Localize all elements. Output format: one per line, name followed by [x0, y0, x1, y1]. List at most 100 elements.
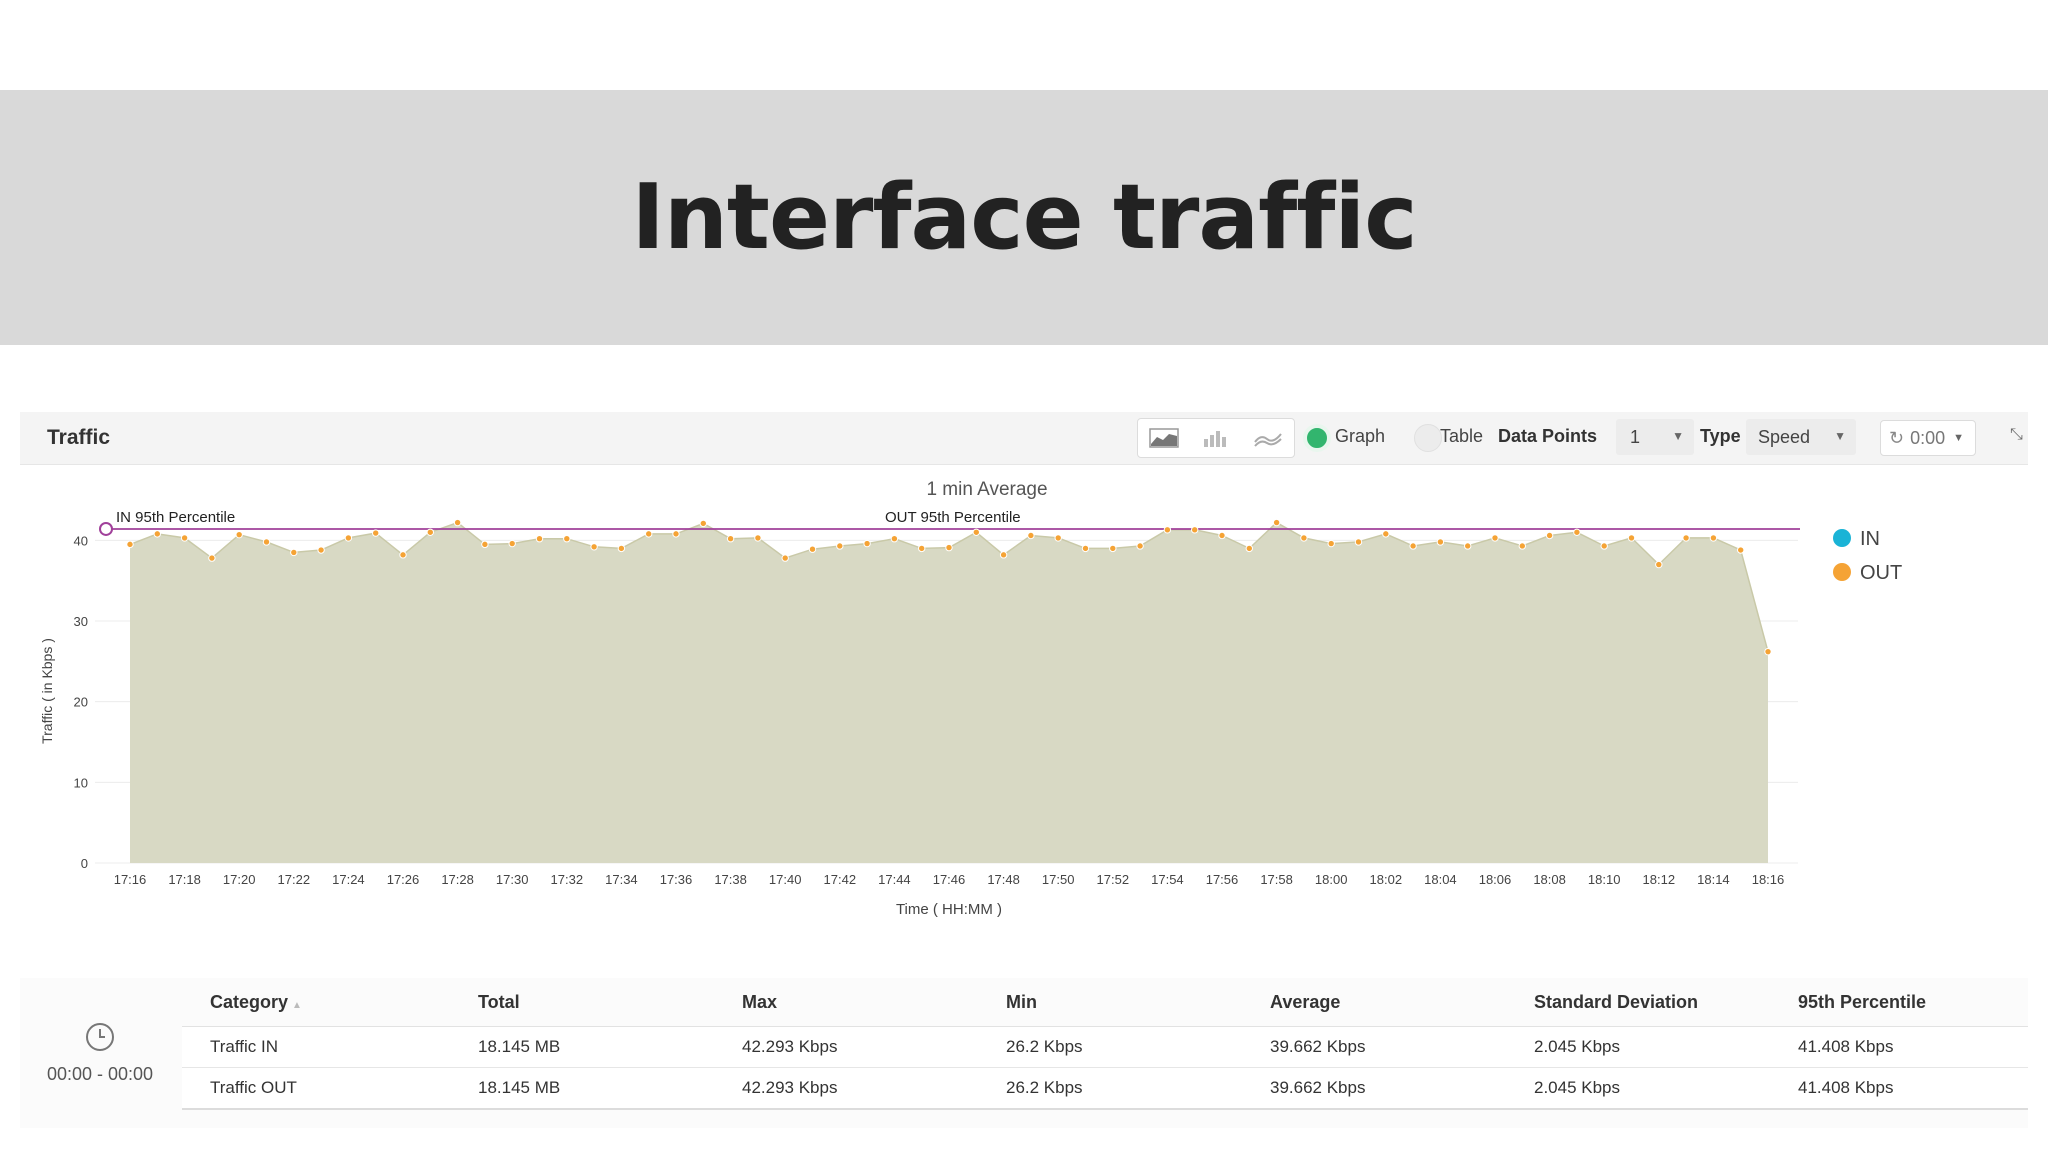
panel-title: Traffic [47, 426, 111, 449]
data-point [645, 530, 653, 538]
type-select[interactable]: Speed ▼ [1746, 419, 1856, 455]
y-tick-label: 20 [74, 695, 88, 710]
chart-title: 1 min Average [926, 479, 1047, 500]
cell-total: 18.145 MB [450, 1026, 714, 1068]
data-point [836, 542, 844, 550]
data-point [672, 530, 680, 538]
x-axis-label: Time ( HH:MM ) [896, 901, 1002, 918]
x-tick-label: 17:44 [878, 872, 911, 887]
x-tick-label: 17:34 [605, 872, 638, 887]
x-tick-label: 18:10 [1588, 872, 1621, 887]
x-tick-label: 18:14 [1697, 872, 1730, 887]
x-tick-label: 17:48 [987, 872, 1020, 887]
cell-average: 39.662 Kbps [1242, 1026, 1506, 1068]
x-tick-label: 17:40 [769, 872, 802, 887]
cell-average: 39.662 Kbps [1242, 1067, 1506, 1110]
data-points [126, 518, 1772, 656]
data-point [290, 548, 298, 557]
page-title: Interface traffic [631, 165, 1417, 270]
x-tick-label: 17:46 [933, 872, 966, 887]
type-label: Type [1700, 426, 1741, 446]
data-point [1709, 534, 1718, 542]
expand-icon[interactable]: ⤡ [2010, 426, 2023, 443]
x-tick-label: 17:24 [332, 872, 365, 887]
bar-chart-icon[interactable] [1201, 427, 1231, 449]
data-point [1109, 544, 1117, 553]
data-point [1054, 534, 1062, 542]
data-point [262, 538, 271, 546]
data-point [126, 540, 134, 549]
data-point [999, 551, 1008, 559]
table-header-row: Category ▲ Total Max Min Average Standard… [182, 978, 2028, 1027]
reference-lines: IN 95th Percentile OUT 95th Percentile [99, 509, 1800, 536]
data-point [1573, 528, 1581, 536]
chart-svg: IN 95th Percentile OUT 95th Percentile 0 1… [39, 479, 1902, 918]
data-point [1354, 538, 1363, 546]
data-point [563, 535, 571, 543]
sort-icon[interactable]: ▲ [292, 999, 302, 1011]
table-row: Traffic OUT 18.145 MB 42.293 Kbps 26.2 K… [182, 1067, 2028, 1110]
data-point [1300, 534, 1308, 542]
data-point [180, 534, 189, 542]
chevron-down-icon: ▼ [1672, 429, 1684, 443]
refresh-select[interactable]: ↻ 0:00 ▼ [1880, 420, 1976, 456]
cell-95th: 41.408 Kbps [1770, 1026, 2028, 1068]
chevron-down-icon: ▼ [1834, 429, 1846, 443]
x-tick-label: 17:26 [387, 872, 420, 887]
refresh-icon: ↻ [1889, 427, 1905, 448]
data-point [808, 545, 817, 553]
data-point [1600, 542, 1608, 550]
x-tick-label: 17:28 [441, 872, 474, 887]
x-tick-label: 17:56 [1206, 872, 1239, 887]
y-axis-label: Traffic ( in Kbps ) [39, 638, 55, 744]
table-radio[interactable] [1414, 424, 1442, 452]
data-point [317, 546, 325, 554]
data-points-select[interactable]: 1 ▼ [1616, 419, 1694, 455]
x-tick-label: 17:16 [114, 872, 147, 887]
legend: IN OUT [1833, 528, 1902, 584]
data-point [890, 535, 899, 543]
data-point [1245, 544, 1254, 553]
data-point [1027, 531, 1035, 540]
x-tick-label: 17:20 [223, 872, 256, 887]
col-max: Max [714, 978, 978, 1027]
y-tick-label: 10 [74, 775, 88, 790]
data-point [1464, 542, 1472, 550]
table-row: Traffic IN 18.145 MB 42.293 Kbps 26.2 Kb… [182, 1026, 2028, 1068]
legend-label: OUT [1860, 562, 1902, 584]
line-chart-icon[interactable] [1253, 427, 1283, 449]
stats-section: 00:00 - 00:00 Category ▲ Total Max Min Av… [20, 978, 2028, 1128]
x-tick-label: 17:42 [824, 872, 857, 887]
data-point [590, 543, 598, 551]
data-point [1518, 542, 1527, 550]
data-point [617, 544, 626, 553]
col-category[interactable]: Category ▲ [182, 978, 450, 1027]
graph-radio[interactable] [1303, 424, 1331, 452]
x-tick-label: 18:06 [1479, 872, 1512, 887]
x-tick-label: 17:50 [1042, 872, 1075, 887]
data-point [344, 534, 353, 542]
clock-icon [86, 1022, 114, 1051]
percentile-marker [99, 521, 113, 536]
refresh-value: 0:00 [1910, 427, 1946, 448]
stats-table: Category ▲ Total Max Min Average Standard… [182, 978, 2028, 1110]
data-point [399, 551, 407, 559]
data-point [726, 535, 735, 543]
traffic-panel-header: Traffic Graph Table Data Points [20, 412, 2028, 465]
area-chart-icon[interactable] [1149, 427, 1179, 449]
data-point [426, 528, 434, 536]
data-point [372, 529, 380, 537]
traffic-chart: IN 95th Percentile OUT 95th Percentile 0 1… [0, 470, 2048, 940]
data-point [1163, 526, 1172, 534]
cell-max: 42.293 Kbps [714, 1067, 978, 1110]
col-std-dev: Standard Deviation [1506, 978, 1770, 1027]
data-point [1081, 544, 1090, 553]
data-points-label: Data Points [1498, 426, 1598, 446]
data-point [754, 534, 762, 542]
data-point [1409, 542, 1417, 550]
data-point [1136, 542, 1144, 550]
time-range-text: 00:00 - 00:00 [46, 1063, 154, 1084]
data-points-value: 1 [1630, 426, 1641, 447]
chevron-down-icon: ▼ [1953, 432, 1965, 444]
out-percentile-label: OUT 95th Percentile [885, 509, 1021, 526]
